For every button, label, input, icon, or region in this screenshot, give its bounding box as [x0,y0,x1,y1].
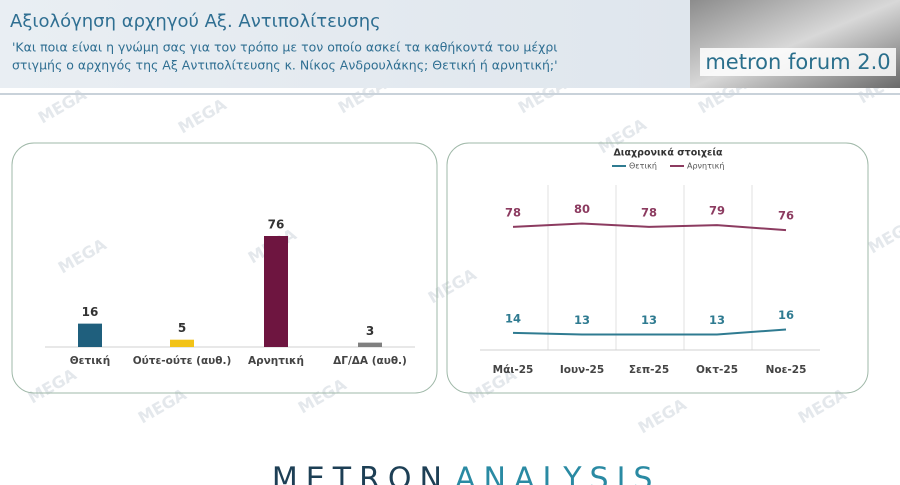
x-tick-label: Ούτε-ούτε (αυθ.) [133,355,232,367]
logo-plate [700,48,896,76]
watermark: MEGA [135,384,190,427]
x-tick-label: ΔΓ/ΔΑ (αυθ.) [333,355,407,367]
data-label: 80 [574,202,590,216]
data-label: 76 [778,209,794,223]
series-line [512,222,787,232]
question-line: 'Και ποια είναι η γνώμη σας για τον τρόπ… [12,40,558,55]
footer-brand: ANALYSIS [455,462,660,485]
watermark: MEGA [295,374,350,417]
series-line [512,328,787,336]
watermarks: MEGA MEGA MEGA MEGA MEGA MEGA MEGA MEGA MEGA MEGA… [25,64,900,437]
x-tick-label: Νοε-25 [766,364,807,376]
x-tick-label: Ιουν-25 [560,364,604,376]
x-tick-label: Μάι-25 [493,364,534,376]
logo-text: metron forum 2.0 [705,50,890,74]
watermark: MEGA [425,264,480,307]
legend-label: Αρνητική [687,162,724,171]
question-line: στιγμής ο αρχηγός της Αξ Αντιπολίτευσης … [12,58,558,73]
bar [170,339,194,347]
data-label: 13 [709,313,725,327]
watermark: MEGA [795,384,850,427]
data-label: 13 [574,313,590,327]
chart-title: Διαχρονικά στοιχεία [613,148,723,159]
watermark: MEGA [175,94,230,137]
data-label: 14 [505,311,521,325]
header-band [0,0,690,88]
x-tick-label: Θετική [70,355,111,367]
legend-label: Θετική [629,162,657,171]
data-label: 16 [82,305,99,319]
data-label: 16 [778,308,794,322]
data-label: 13 [641,313,657,327]
data-label: 79 [709,204,725,218]
data-label: 78 [641,205,657,219]
footer-brand: METRON [272,462,450,485]
bar [264,236,288,347]
right-panel [446,142,869,394]
charts: 16 Θετική 5 Ούτε-ούτε (αυθ.) 76 Αρνητική 3 ΔΓ/Δ… [45,148,820,376]
bar [358,342,382,347]
data-label: 78 [505,205,521,219]
x-tick-label: Αρνητική [248,355,304,367]
watermark: MEGA [25,364,80,407]
data-label: 76 [268,218,285,232]
bar [78,323,102,347]
watermark: MEGA [865,214,900,257]
slide-title: Αξιολόγηση αρχηγού Αξ. Αντιπολίτευσης [10,11,381,32]
watermark: MEGA [635,394,690,437]
watermark: MEGA [55,234,110,277]
data-label: 5 [178,321,186,335]
x-tick-label: Σεπ-25 [629,364,669,376]
watermark: MEGA [35,84,90,127]
left-panel [11,142,438,394]
x-tick-label: Οκτ-25 [696,364,738,376]
data-label: 3 [366,324,374,338]
